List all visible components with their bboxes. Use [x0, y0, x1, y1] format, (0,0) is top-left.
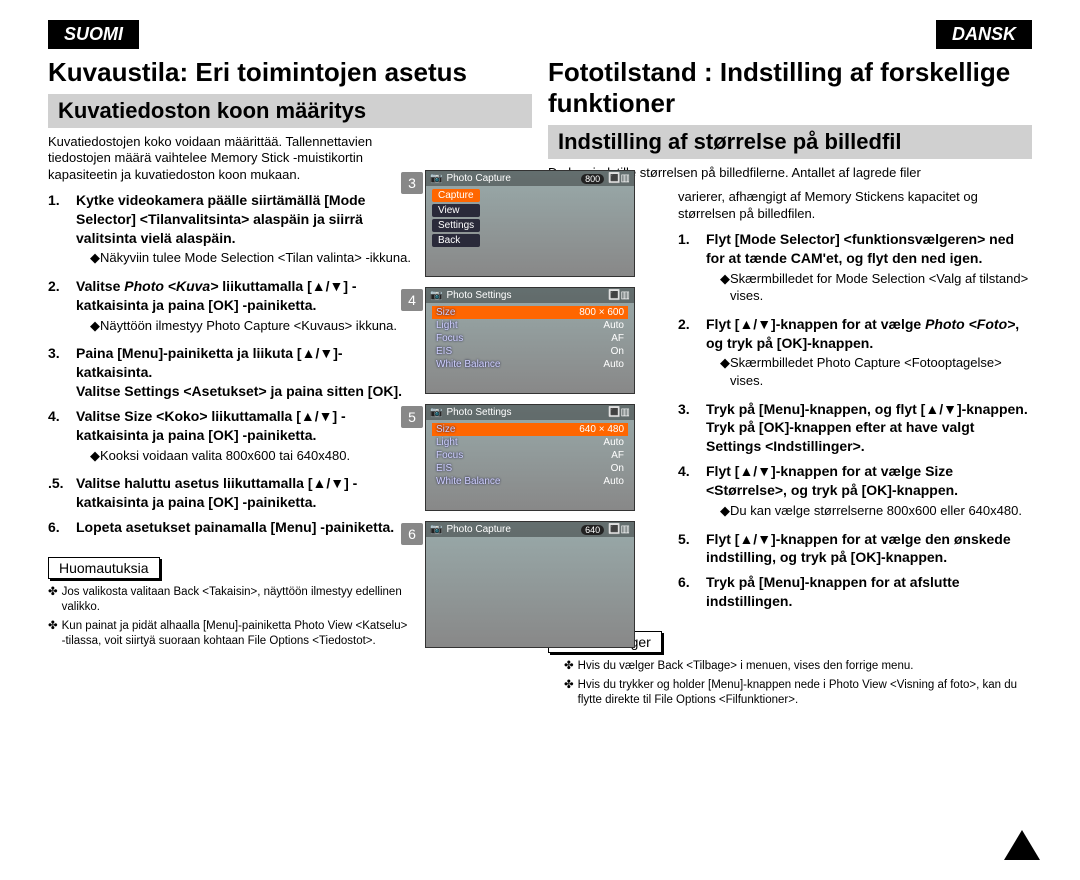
note-item: Hvis du vælger Back <Tilbage> i menuen, … [564, 659, 1032, 674]
screenshot-strip: 3 📷Photo Capture800🔳▥ CaptureViewSetting… [425, 170, 655, 658]
screenshot-3: 3 📷Photo Capture800🔳▥ CaptureViewSetting… [425, 170, 655, 277]
step: 4.Flyt [▲/▼]-knappen for at vælge Size <… [678, 462, 1032, 523]
settings-rows: Size800 × 600LightAutoFocusAFEISOnWhite … [432, 306, 628, 371]
step: .5.Valitse haluttu asetus liikuttamalla … [48, 474, 412, 512]
step: 1.Kytke videokamera päälle siirtämällä [… [48, 191, 412, 271]
step: 2.Valitse Photo <Kuva> liikuttamalla [▲/… [48, 277, 412, 338]
screen-menu: CaptureViewSettingsBack [432, 189, 480, 249]
camera-icon: 📷 [430, 524, 442, 535]
screen-title: Photo Capture [446, 173, 511, 184]
screenshot-badge: 6 [401, 523, 423, 545]
battery-icon: 🔳▥ [608, 173, 630, 184]
screenshot-badge: 3 [401, 172, 423, 194]
step: 5.Flyt [▲/▼]-knappen for at vælge den øn… [678, 530, 1032, 568]
screenshot-5: 5 📷Photo Settings🔳▥ Size640 × 480LightAu… [425, 404, 655, 511]
screenshot-badge: 5 [401, 406, 423, 428]
settings-rows: Size640 × 480LightAutoFocusAFEISOnWhite … [432, 423, 628, 488]
step: 6.Lopeta asetukset painamalla [Menu] -pa… [48, 518, 412, 537]
screenshot-6: 6 📷Photo Capture640🔳▥ [425, 521, 655, 648]
step: 4.Valitse Size <Koko> liikuttamalla [▲/▼… [48, 407, 412, 468]
step: 6.Tryk på [Menu]-knappen for at afslutte… [678, 573, 1032, 611]
camera-icon: 📷 [430, 173, 442, 184]
size-pill: 800 [581, 174, 604, 184]
step: 2.Flyt [▲/▼]-knappen for at vælge Photo … [678, 315, 1032, 394]
notes-title-left: Huomautuksia [48, 557, 160, 579]
heading-left: Kuvaustila: Eri toimintojen asetus [48, 57, 532, 88]
battery-icon: 🔳▥ [608, 524, 630, 535]
note-item: Jos valikosta valitaan Back <Takaisin>, … [48, 585, 412, 615]
notes-right: Hvis du vælger Back <Tilbage> i menuen, … [548, 659, 1032, 708]
step: 3.Paina [Menu]-painiketta ja liikuta [▲/… [48, 344, 412, 401]
size-pill: 640 [581, 525, 604, 535]
camera-icon: 📷 [430, 290, 442, 301]
page-number: 61 [1004, 830, 1040, 860]
note-item: Kun painat ja pidät alhaalla [Menu]-pain… [48, 619, 412, 649]
screen-title: Photo Settings [446, 407, 511, 418]
screen-title: Photo Settings [446, 290, 511, 301]
heading-right: Fototilstand : Indstilling af forskellig… [548, 57, 1032, 119]
lang-tab-right: DANSK [936, 20, 1032, 49]
step: 3.Tryk på [Menu]-knappen, og flyt [▲/▼]-… [678, 400, 1032, 457]
step: 1.Flyt [Mode Selector] <funktionsvælgere… [678, 230, 1032, 309]
screen-title: Photo Capture [446, 524, 511, 535]
screenshot-badge: 4 [401, 289, 423, 311]
camera-icon: 📷 [430, 407, 442, 418]
lang-tab-left: SUOMI [48, 20, 139, 49]
subheading-left: Kuvatiedoston koon määritys [48, 94, 532, 128]
screenshot-4: 4 📷Photo Settings🔳▥ Size800 × 600LightAu… [425, 287, 655, 394]
subheading-right: Indstilling af størrelse på billedfil [548, 125, 1032, 159]
note-item: Hvis du trykker og holder [Menu]-knappen… [564, 678, 1032, 708]
battery-icon: 🔳▥ [608, 290, 630, 301]
battery-icon: 🔳▥ [608, 407, 630, 418]
